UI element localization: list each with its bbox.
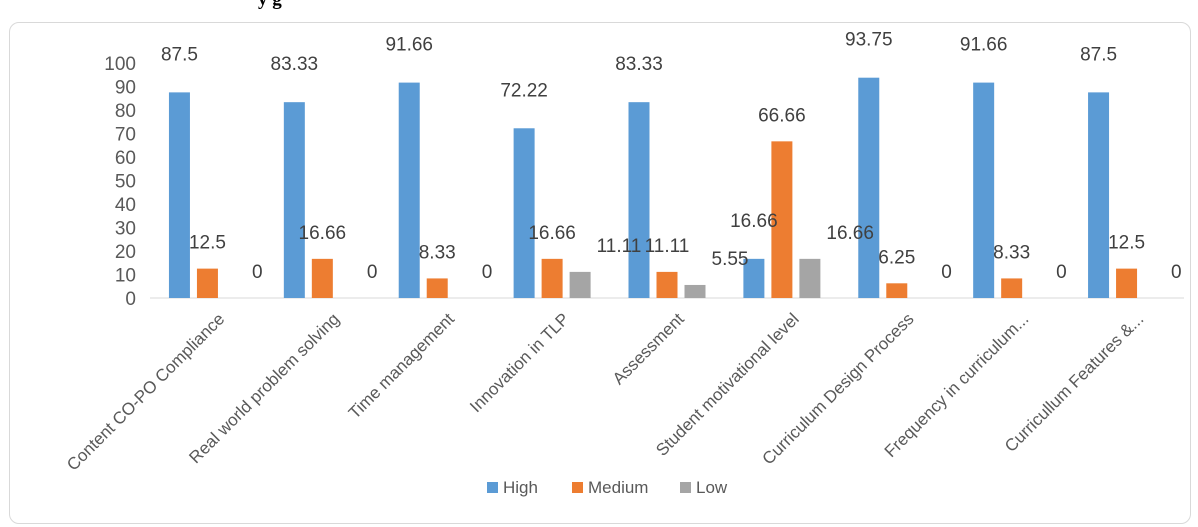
bar-medium <box>311 258 333 298</box>
bar-low <box>684 284 706 298</box>
y-tick-label: 20 <box>115 242 136 263</box>
data-label-low: 0 <box>367 262 378 283</box>
data-label-medium: 6.25 <box>878 247 915 268</box>
data-label-high: 87.5 <box>1080 44 1117 65</box>
data-label-medium: 66.66 <box>758 105 806 126</box>
legend-label-low: Low <box>696 478 728 497</box>
y-tick-label: 70 <box>115 125 136 146</box>
category-label: Time management <box>345 309 458 422</box>
legend-swatch-medium <box>572 482 583 493</box>
y-tick-label: 30 <box>115 219 136 240</box>
y-tick-label: 50 <box>115 172 136 193</box>
bar-medium <box>426 278 448 298</box>
data-label-high: 72.22 <box>500 80 548 101</box>
legend-swatch-high <box>487 482 498 493</box>
data-label-high: 93.75 <box>845 30 893 51</box>
bar-low <box>569 271 591 298</box>
data-label-medium: 8.33 <box>419 242 456 263</box>
data-label-medium: 8.33 <box>993 242 1030 263</box>
data-label-low: 0 <box>252 262 263 283</box>
data-label-medium: 16.66 <box>528 223 576 244</box>
y-tick-label: 0 <box>125 289 136 310</box>
data-label-high: 16.66 <box>730 211 778 232</box>
y-tick-label: 60 <box>115 148 136 169</box>
data-label-high: 87.5 <box>161 44 198 65</box>
data-label-high: 83.33 <box>271 54 319 75</box>
chart-title-fragment: y g <box>0 0 1198 14</box>
data-label-medium: 12.5 <box>189 233 226 254</box>
y-tick-label: 10 <box>115 266 136 287</box>
category-label: Innovation in TLP <box>466 309 573 416</box>
bar-medium <box>1001 278 1023 298</box>
data-label-high: 91.66 <box>960 35 1008 56</box>
data-label-low: 5.55 <box>712 249 749 270</box>
data-label-high: 83.33 <box>615 54 663 75</box>
legend-swatch-low <box>680 482 691 493</box>
title-fragment-text: y g <box>258 0 282 11</box>
data-label-low: 0 <box>482 262 493 283</box>
data-label-high: 91.66 <box>385 35 433 56</box>
data-label-low: 0 <box>1056 262 1067 283</box>
data-label-low: 11.11 <box>597 236 642 257</box>
bar-high <box>858 77 880 298</box>
legend: High Medium Low <box>487 478 728 497</box>
y-tick-label: 100 <box>104 54 136 75</box>
data-labels: 87.5 12.5 0 83.33 16.66 0 91.66 8.33 0 72.22 16.66… <box>161 30 1182 283</box>
bar-high <box>743 258 765 298</box>
category-label: Assessment <box>609 309 688 388</box>
bar-medium <box>771 141 793 298</box>
bar-high <box>973 82 995 298</box>
bar-high <box>1088 92 1110 298</box>
y-tick-label: 90 <box>115 78 136 99</box>
bar-high <box>168 92 190 298</box>
bar-high <box>398 82 420 298</box>
bar-medium <box>886 283 908 298</box>
bar-high <box>283 102 305 298</box>
data-label-medium: 16.66 <box>299 223 347 244</box>
bar-medium <box>196 268 218 298</box>
data-label-low: 0 <box>1171 262 1182 283</box>
legend-label-medium: Medium <box>588 478 648 497</box>
data-label-medium: 12.5 <box>1108 233 1145 254</box>
y-tick-label: 40 <box>115 195 136 216</box>
y-tick-label: 80 <box>115 101 136 122</box>
bar-high <box>628 102 650 298</box>
data-label-medium: 11.11 <box>645 236 690 257</box>
bar-medium <box>541 258 563 298</box>
bars <box>168 77 1138 298</box>
legend-label-high: High <box>503 478 538 497</box>
data-label-low: 16.66 <box>826 223 874 244</box>
bar-high <box>513 128 535 298</box>
data-label-low: 0 <box>941 262 952 283</box>
bar-medium <box>1116 268 1138 298</box>
bar-medium <box>656 271 678 298</box>
bar-low <box>799 258 821 298</box>
